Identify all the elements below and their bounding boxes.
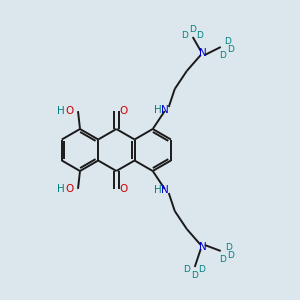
Text: N: N (199, 48, 207, 58)
Text: D: D (183, 265, 190, 274)
Text: D: D (224, 37, 231, 46)
Text: D: D (196, 31, 203, 40)
Text: D: D (219, 50, 226, 59)
Text: D: D (225, 242, 232, 251)
Text: O: O (66, 184, 74, 194)
Text: D: D (227, 250, 234, 260)
Text: D: D (181, 31, 188, 40)
Text: D: D (189, 25, 196, 34)
Text: O: O (119, 184, 128, 194)
Text: O: O (66, 106, 74, 116)
Text: D: D (219, 256, 226, 265)
Text: H: H (57, 106, 65, 116)
Text: D: D (227, 44, 234, 53)
Text: H: H (57, 184, 65, 194)
Text: N: N (199, 242, 207, 252)
Text: H: H (154, 185, 162, 195)
Text: N: N (161, 105, 169, 115)
Text: N: N (161, 185, 169, 195)
Text: D: D (191, 271, 198, 280)
Text: D: D (198, 265, 205, 274)
Text: H: H (154, 105, 162, 115)
Text: O: O (119, 106, 128, 116)
